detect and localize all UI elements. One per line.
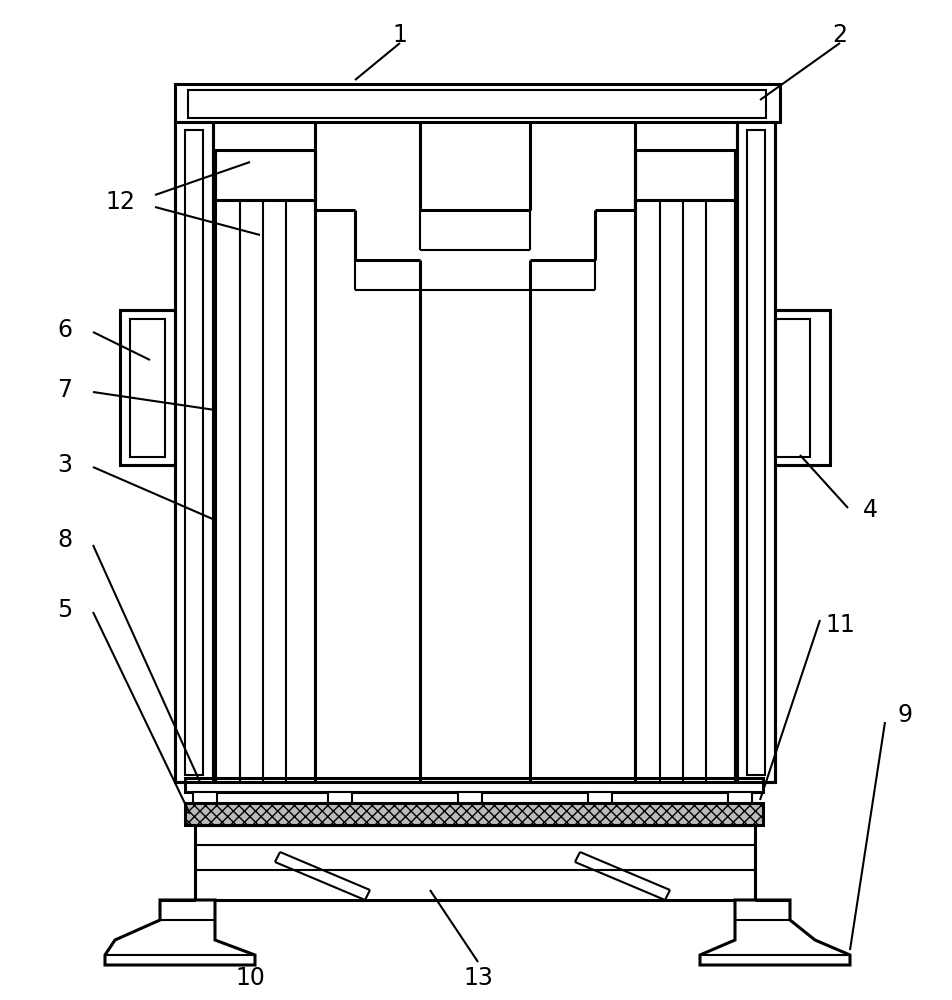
Polygon shape	[700, 900, 849, 965]
Text: 1: 1	[392, 23, 407, 47]
Text: 8: 8	[57, 528, 72, 552]
Text: 13: 13	[463, 966, 492, 990]
Bar	[185, 130, 203, 775]
Bar	[195, 825, 754, 900]
Bar	[120, 310, 175, 465]
Text: 4: 4	[862, 498, 877, 522]
Bar	[634, 150, 734, 200]
Bar	[188, 90, 765, 118]
Bar	[727, 792, 751, 804]
Bar	[746, 130, 764, 775]
Bar	[215, 150, 315, 200]
Text: 11: 11	[824, 613, 854, 637]
Bar	[327, 792, 351, 804]
Bar	[129, 319, 165, 457]
Bar	[185, 778, 763, 792]
Bar	[736, 122, 774, 782]
Bar	[587, 792, 611, 804]
Bar	[175, 122, 213, 782]
Bar	[175, 84, 779, 122]
Text: 2: 2	[832, 23, 846, 47]
Text: 6: 6	[57, 318, 72, 342]
Text: 5: 5	[57, 598, 72, 622]
Text: 9: 9	[897, 703, 912, 727]
Bar	[185, 803, 763, 825]
Text: 7: 7	[57, 378, 72, 402]
Text: 12: 12	[105, 190, 135, 214]
Bar	[458, 792, 482, 804]
Bar	[193, 792, 217, 804]
Bar	[774, 310, 829, 465]
Polygon shape	[105, 900, 255, 965]
Bar	[774, 319, 809, 457]
Text: 3: 3	[57, 453, 72, 477]
Text: 10: 10	[235, 966, 265, 990]
